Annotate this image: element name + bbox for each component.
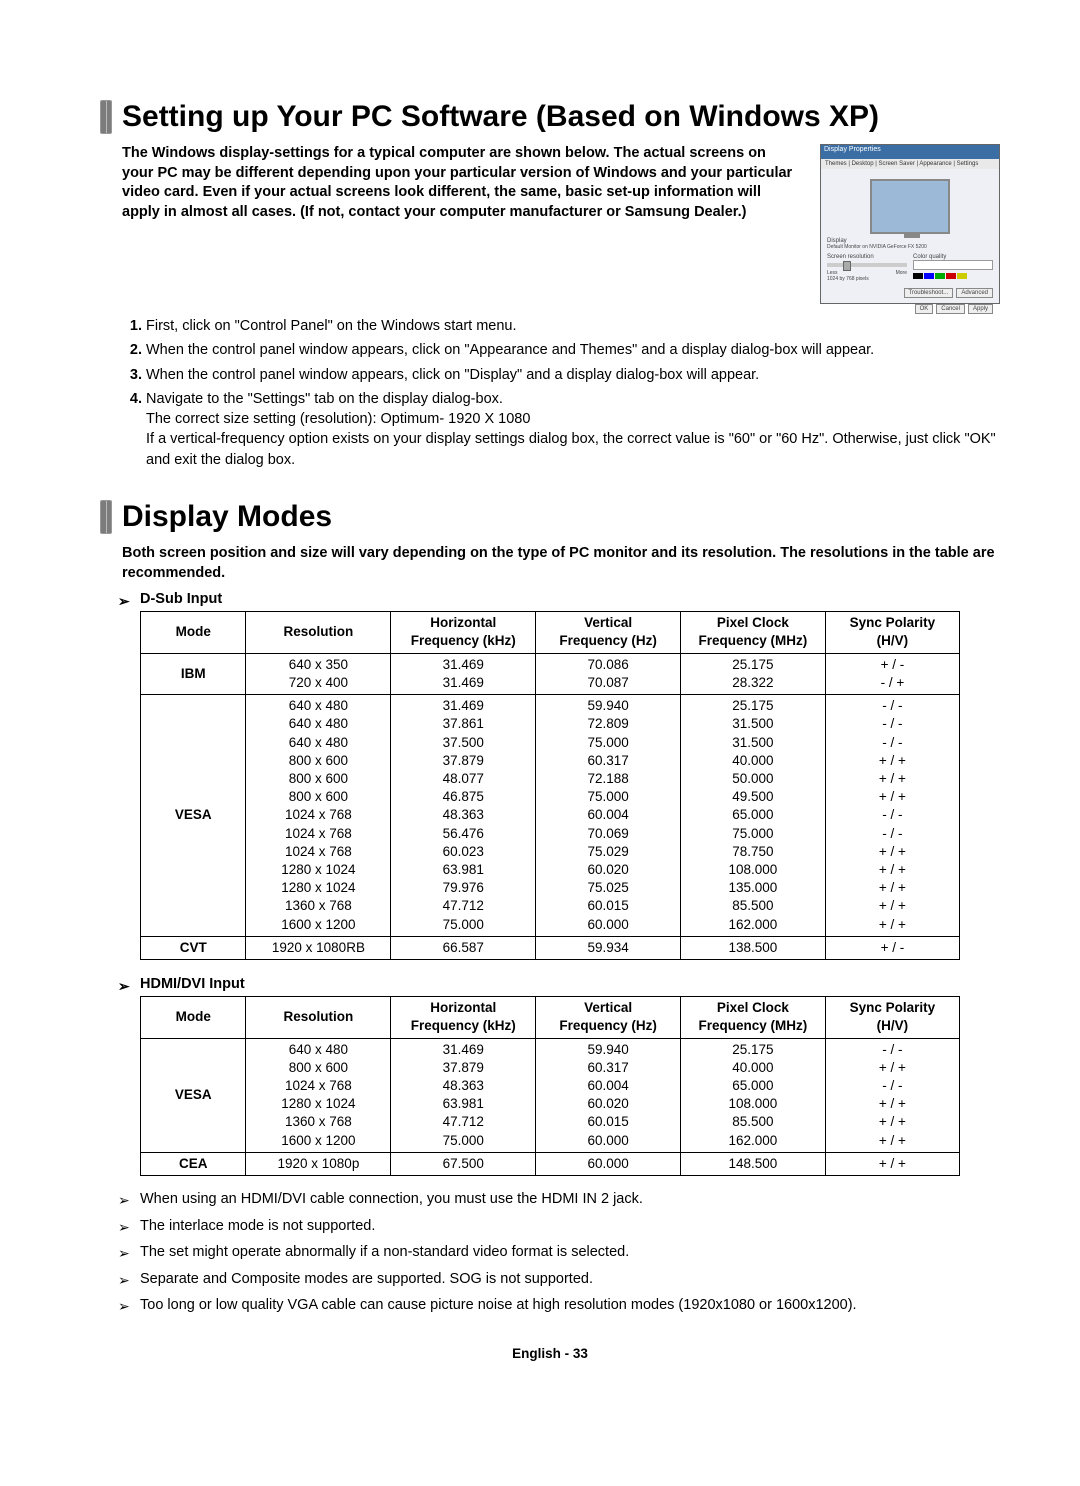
th-vfreq: VerticalFrequency (Hz) — [536, 997, 681, 1038]
th-mode: Mode — [141, 612, 246, 653]
vfreq-cell: 59.934 — [536, 936, 681, 959]
section1-title: Setting up Your PC Software (Based on Wi… — [122, 100, 879, 134]
th-pclk: Pixel ClockFrequency (MHz) — [681, 612, 826, 653]
display-properties-thumb: Display Properties Themes | Desktop | Sc… — [820, 144, 1000, 304]
th-pclk: Pixel ClockFrequency (MHz) — [681, 997, 826, 1038]
dialog-btn-advanced: Advanced — [956, 288, 993, 298]
section1-intro: The Windows display-settings for a typic… — [122, 144, 800, 304]
hfreq-cell: 31.46937.86137.50037.87948.07746.87548.3… — [391, 695, 536, 937]
arrow-icon: ➢ — [118, 1243, 130, 1265]
hfreq-cell: 66.587 — [391, 936, 536, 959]
vfreq-cell: 59.94060.31760.00460.02060.01560.000 — [536, 1038, 681, 1152]
note-item: ➢Too long or low quality VGA cable can c… — [140, 1294, 1000, 1316]
pclk-cell: 25.17528.322 — [681, 653, 826, 694]
arrow-icon: ➢ — [118, 1270, 130, 1292]
dialog-color-bars — [913, 273, 993, 279]
hdmi-table: Mode Resolution HorizontalFrequency (kHz… — [140, 996, 960, 1176]
arrow-icon: ➢ — [118, 1296, 130, 1318]
sync-cell: - / -- / -- / -+ / ++ / ++ / +- / -- / -… — [825, 695, 959, 937]
pclk-cell: 25.17531.50031.50040.00050.00049.50065.0… — [681, 695, 826, 937]
dialog-btn-apply: Apply — [968, 304, 993, 314]
vfreq-cell: 59.94072.80975.00060.31772.18875.00060.0… — [536, 695, 681, 937]
pclk-cell: 25.17540.00065.000108.00085.500162.000 — [681, 1038, 826, 1152]
note-item: ➢The set might operate abnormally if a n… — [140, 1241, 1000, 1263]
heading-bar — [100, 100, 112, 134]
dialog-res-label: Screen resolution — [827, 254, 907, 260]
sync-cell: + / - — [825, 936, 959, 959]
sync-cell: + / + — [825, 1152, 959, 1175]
pclk-cell: 148.500 — [681, 1152, 826, 1175]
mode-cell: VESA — [141, 1038, 246, 1152]
note-item: ➢When using an HDMI/DVI cable connection… — [140, 1188, 1000, 1210]
th-res: Resolution — [246, 997, 391, 1038]
dialog-display-value: Default Monitor on NVIDIA GeForce FX 520… — [827, 244, 993, 250]
pclk-cell: 138.500 — [681, 936, 826, 959]
arrow-icon: ➢ — [118, 978, 130, 995]
sync-cell: - / -+ / +- / -+ / ++ / ++ / + — [825, 1038, 959, 1152]
hdmi-label: ➢ HDMI/DVI Input — [140, 976, 1000, 992]
th-sync: Sync Polarity(H/V) — [825, 997, 959, 1038]
res-cell: 1920 x 1080RB — [246, 936, 391, 959]
arrow-icon: ➢ — [118, 1190, 130, 1212]
dsub-table: Mode Resolution HorizontalFrequency (kHz… — [140, 611, 960, 960]
dsub-label: ➢ D-Sub Input — [140, 591, 1000, 607]
notes-block: ➢When using an HDMI/DVI cable connection… — [140, 1188, 1000, 1316]
th-sync: Sync Polarity(H/V) — [825, 612, 959, 653]
dialog-tabs: Themes | Desktop | Screen Saver | Appear… — [821, 159, 999, 169]
mode-cell: CEA — [141, 1152, 246, 1175]
th-vfreq: VerticalFrequency (Hz) — [536, 612, 681, 653]
th-res: Resolution — [246, 612, 391, 653]
note-item: ➢Separate and Composite modes are suppor… — [140, 1268, 1000, 1290]
note-item: ➢The interlace mode is not supported. — [140, 1215, 1000, 1237]
th-hfreq: HorizontalFrequency (kHz) — [391, 612, 536, 653]
section2-title: Display Modes — [122, 500, 332, 534]
dialog-color-select — [913, 260, 993, 270]
th-hfreq: HorizontalFrequency (kHz) — [391, 997, 536, 1038]
dsub-label-text: D-Sub Input — [140, 591, 222, 607]
setup-steps: First, click on "Control Panel" on the W… — [122, 316, 1000, 470]
section2-desc: Both screen position and size will vary … — [122, 544, 1000, 583]
hfreq-cell: 67.500 — [391, 1152, 536, 1175]
dialog-res-right: More — [896, 270, 907, 276]
mode-cell: IBM — [141, 653, 246, 694]
setup-step: When the control panel window appears, c… — [146, 340, 1000, 360]
res-cell: 640 x 480800 x 6001024 x 7681280 x 10241… — [246, 1038, 391, 1152]
setup-step: When the control panel window appears, c… — [146, 365, 1000, 385]
vfreq-cell: 70.08670.087 — [536, 653, 681, 694]
res-cell: 1920 x 1080p — [246, 1152, 391, 1175]
hdmi-label-text: HDMI/DVI Input — [140, 976, 245, 992]
dialog-btn-ok: OK — [915, 304, 934, 314]
hfreq-cell: 31.46937.87948.36363.98147.71275.000 — [391, 1038, 536, 1152]
dialog-res-value: 1024 by 768 pixels — [827, 276, 907, 282]
dialog-btn-cancel: Cancel — [936, 304, 965, 314]
dialog-res-slider — [827, 263, 907, 267]
dialog-title: Display Properties — [821, 145, 999, 159]
mode-cell: CVT — [141, 936, 246, 959]
heading-bar — [100, 500, 112, 534]
th-mode: Mode — [141, 997, 246, 1038]
arrow-icon: ➢ — [118, 593, 130, 610]
dialog-monitor-icon — [870, 179, 950, 234]
setup-step: Navigate to the "Settings" tab on the di… — [146, 389, 1000, 470]
arrow-icon: ➢ — [118, 1217, 130, 1239]
hfreq-cell: 31.46931.469 — [391, 653, 536, 694]
dialog-btn-troubleshoot: Troubleshoot... — [904, 288, 954, 298]
mode-cell: VESA — [141, 695, 246, 937]
vfreq-cell: 60.000 — [536, 1152, 681, 1175]
page-footer: English - 33 — [100, 1346, 1000, 1361]
res-cell: 640 x 480640 x 480640 x 480800 x 600800 … — [246, 695, 391, 937]
res-cell: 640 x 350720 x 400 — [246, 653, 391, 694]
sync-cell: + / -- / + — [825, 653, 959, 694]
